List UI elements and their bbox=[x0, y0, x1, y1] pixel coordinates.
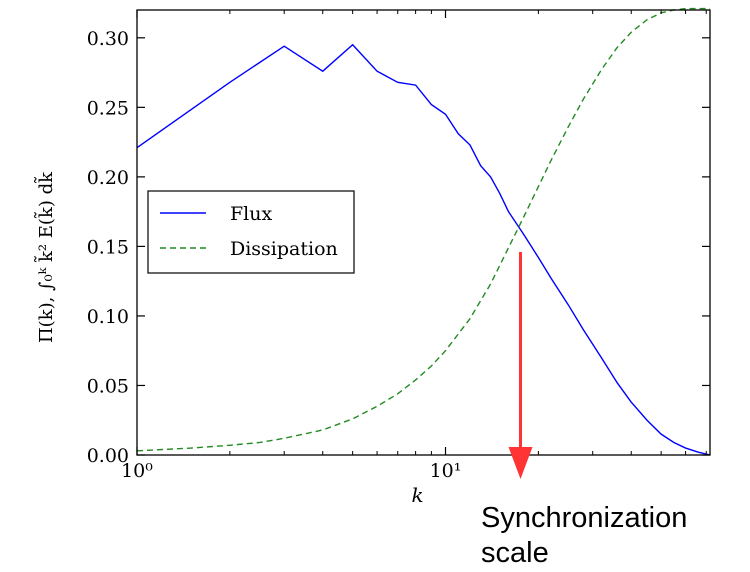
legend-box bbox=[147, 190, 355, 274]
annotation-arrow-head bbox=[508, 447, 533, 479]
legend-dissipation-label: Dissipation bbox=[230, 238, 338, 260]
y-tick-label: 0.25 bbox=[87, 97, 129, 119]
synchronization-annotation: Synchronization scale bbox=[481, 251, 687, 569]
y-tick-label: 0.15 bbox=[87, 236, 129, 258]
plot-frame bbox=[136, 9, 711, 456]
series-line-dissipation bbox=[136, 7, 710, 452]
x-tick-label: 10⁰ bbox=[121, 460, 153, 482]
annotation-text-line-2: scale bbox=[481, 537, 549, 569]
y-tick-label: 0.05 bbox=[87, 375, 129, 397]
annotation-text-line-1: Synchronization bbox=[481, 502, 687, 534]
legend: Flux Dissipation bbox=[147, 190, 355, 274]
series-layer bbox=[136, 7, 711, 456]
x-axis-label: k bbox=[411, 483, 423, 507]
y-axis-label: Π(k), ∫₀ᵏ k̃² E(k̃) dk̃ bbox=[34, 171, 57, 343]
y-tick-label: 0.20 bbox=[87, 167, 129, 189]
y-tick-label: 0.10 bbox=[87, 306, 129, 328]
y-tick-label: 0.30 bbox=[87, 28, 129, 50]
y-tick-label: 0.00 bbox=[87, 445, 129, 467]
legend-flux-label: Flux bbox=[230, 203, 272, 225]
ticks-layer: 0.00 0.05 0.10 0.15 0.20 0.25 0.30 10⁰ 10¹ bbox=[87, 10, 710, 482]
series-line-flux bbox=[136, 43, 711, 456]
x-tick-label: 10¹ bbox=[430, 460, 462, 482]
